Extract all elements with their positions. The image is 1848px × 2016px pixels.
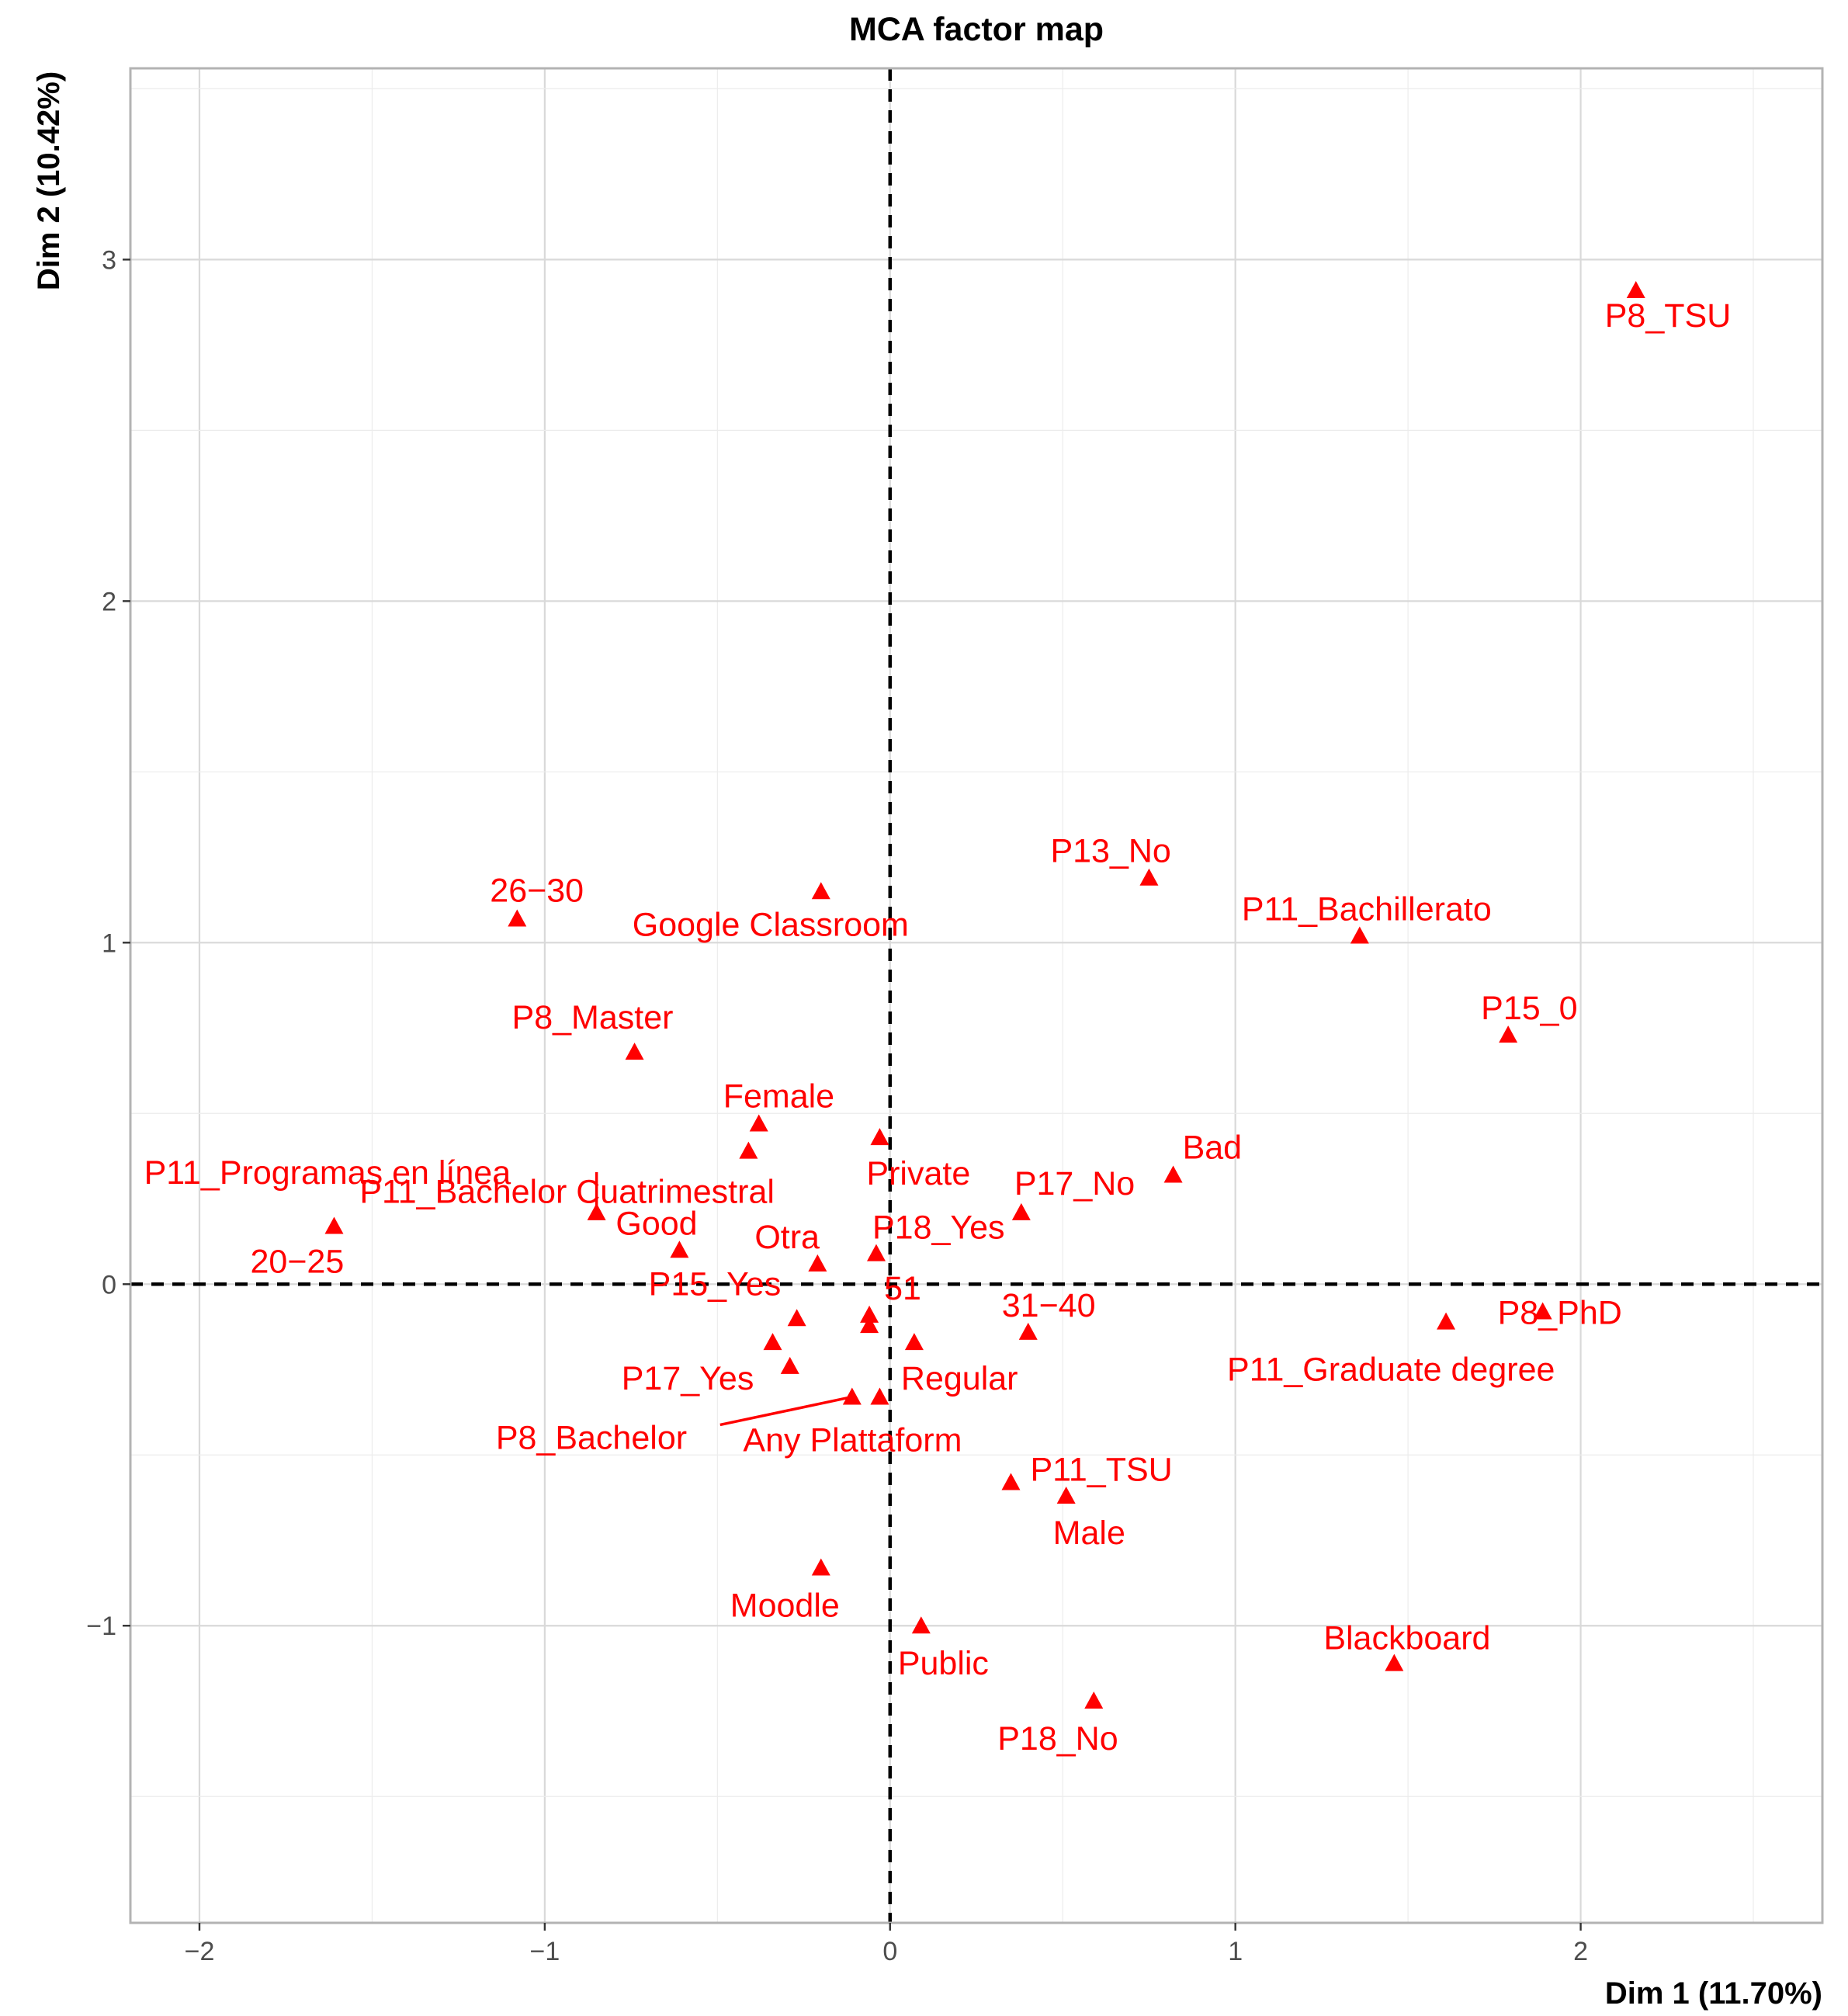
point-label: P11_Programas en línea: [144, 1154, 511, 1192]
point-marker: [670, 1240, 689, 1258]
point-marker: [866, 1244, 886, 1261]
point-marker: [1499, 1025, 1518, 1043]
point-marker: [1437, 1312, 1456, 1330]
point-marker: [842, 1387, 862, 1405]
reference-lines: [130, 68, 1822, 1923]
grid-lines: [130, 68, 1822, 1923]
point-marker: [780, 1356, 799, 1374]
y-tick-label: −1: [86, 1612, 116, 1641]
point-label: 51: [884, 1270, 921, 1307]
point-marker: [1001, 1473, 1021, 1490]
point-marker: [1533, 1302, 1552, 1320]
panel-border: [129, 67, 1824, 1924]
point-marker: [904, 1333, 924, 1351]
axis-ticks: −2 −1 0 1 2 −1 0 1 2 3: [86, 245, 1588, 1966]
point-label: Regular: [901, 1360, 1018, 1397]
leader-line: [719, 1395, 853, 1427]
point-marker: [860, 1305, 879, 1323]
point-label: 20−25: [250, 1243, 344, 1280]
y-tick-label: 1: [102, 928, 116, 958]
point-marker: [749, 1114, 768, 1132]
point-label: Public: [898, 1645, 989, 1682]
point-marker: [911, 1616, 931, 1634]
point-marker: [1163, 1165, 1183, 1183]
point-label: P15_0: [1481, 990, 1577, 1027]
point-marker: [808, 1254, 827, 1272]
chart-title: MCA factor map: [849, 11, 1104, 48]
point-marker: [870, 1387, 889, 1405]
data-points: [324, 280, 1645, 1709]
point-label: P8_Bachelor: [496, 1419, 687, 1456]
y-axis-title: Dim 2 (10.42%): [32, 71, 66, 290]
point-label: Google Classroom: [633, 906, 909, 943]
point-label: P11_Bachillerato: [1242, 891, 1492, 928]
x-axis-title: Dim 1 (11.70%): [1605, 1976, 1822, 2011]
point-label: P18_Yes: [872, 1209, 1005, 1247]
point-label: P11_TSU: [1030, 1451, 1172, 1488]
point-marker: [1626, 280, 1645, 298]
point-label: P13_No: [1050, 833, 1170, 870]
point-label: Private: [866, 1155, 970, 1192]
x-tick-label: −1: [529, 1937, 560, 1966]
point-marker: [324, 1216, 344, 1234]
point-marker: [587, 1202, 606, 1220]
point-label: P8_TSU: [1605, 297, 1732, 335]
point-label: P8_Master: [512, 999, 674, 1036]
point-label: P17_Yes: [622, 1360, 754, 1397]
point-marker: [739, 1141, 758, 1159]
point-label: P17_No: [1014, 1165, 1135, 1202]
point-label: 26−30: [490, 873, 584, 910]
point-labels: P8_TSU P13_No P11_Bachillerato P15_0 26−30 Go…: [144, 297, 1732, 1757]
point-label: P15_Yes: [649, 1265, 782, 1303]
point-label: P11_Graduate degree: [1227, 1352, 1555, 1389]
point-marker: [1056, 1487, 1076, 1504]
point-marker: [787, 1309, 806, 1327]
point-marker: [1018, 1322, 1038, 1340]
point-marker: [811, 1558, 830, 1576]
point-label: P18_No: [997, 1720, 1118, 1757]
point-marker: [870, 1128, 889, 1146]
x-tick-label: 1: [1228, 1937, 1243, 1966]
point-label: Moodle: [730, 1587, 840, 1624]
x-tick-label: 2: [1573, 1937, 1588, 1966]
point-label: Any Plattaform: [743, 1421, 962, 1459]
point-marker: [625, 1043, 644, 1060]
x-tick-label: −2: [185, 1937, 215, 1966]
y-tick-label: 2: [102, 587, 116, 616]
point-marker: [1385, 1653, 1404, 1671]
point-label: Female: [723, 1077, 834, 1115]
point-marker: [1139, 868, 1159, 886]
point-label: P11_Bachelor Cuatrimestral: [359, 1174, 775, 1211]
point-label: Male: [1053, 1515, 1125, 1552]
point-label: P8_PhD: [1498, 1294, 1622, 1331]
point-marker: [763, 1333, 782, 1351]
point-marker: [1350, 926, 1369, 944]
point-marker: [860, 1316, 879, 1334]
point-label: Good: [615, 1205, 697, 1242]
point-label: Bad: [1183, 1129, 1243, 1166]
label-leader-lines: [595, 1171, 853, 1427]
point-label: 31−40: [1002, 1287, 1096, 1324]
point-label: Blackboard: [1323, 1620, 1490, 1657]
x-tick-label: 0: [882, 1937, 897, 1966]
y-tick-label: 0: [102, 1270, 116, 1299]
point-marker: [508, 909, 527, 927]
y-tick-label: 3: [102, 245, 116, 275]
point-label: Otra: [754, 1219, 820, 1256]
point-marker: [811, 882, 830, 900]
point-marker: [1011, 1202, 1031, 1220]
point-marker: [1084, 1692, 1104, 1709]
